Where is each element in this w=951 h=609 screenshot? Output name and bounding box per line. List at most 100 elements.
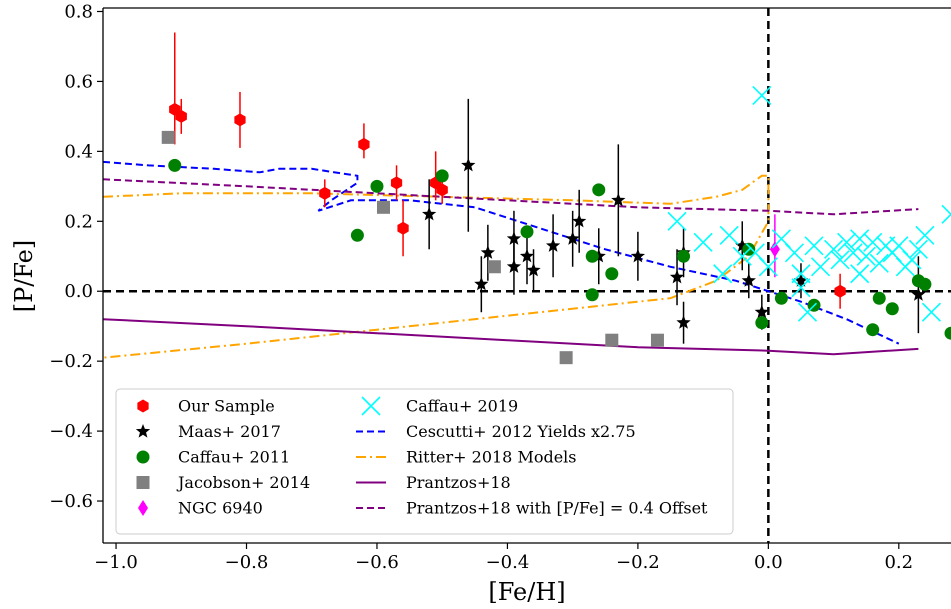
point-caffau-2011: [677, 249, 691, 263]
point-jacobson-2014: [559, 351, 573, 365]
legend-swatch-caffau-2019: [361, 396, 381, 416]
point-maas-2017: [741, 273, 756, 287]
y-tick-label: −0.6: [49, 491, 93, 512]
y-axis-title: [P/Fe]: [10, 240, 38, 313]
point-caffau-2019: [784, 243, 805, 263]
point-caffau-2019: [810, 257, 831, 277]
legend-box: [115, 388, 734, 535]
point-our-sample: [319, 186, 331, 200]
point-jacobson-2014: [487, 260, 501, 274]
legend-label-our-sample: Our Sample: [178, 397, 275, 416]
point-jacobson-2014: [605, 333, 619, 347]
point-caffau-2011: [885, 302, 899, 316]
point-caffau-2019: [804, 236, 824, 256]
point-maas-2017: [630, 248, 646, 263]
point-caffau-2011: [435, 169, 449, 183]
point-maas-2017: [611, 192, 626, 207]
point-caffau-2011: [872, 291, 886, 305]
x-tick-label: −0.6: [355, 552, 399, 573]
point-caffau-2019: [863, 232, 883, 252]
y-tick-label: 0.0: [64, 281, 93, 302]
point-jacobson-2014: [376, 200, 390, 214]
point-ngc-6940: [769, 241, 780, 258]
y-tick-label: 0.8: [64, 1, 93, 22]
point-caffau-2019: [824, 239, 844, 259]
point-maas-2017: [572, 213, 587, 228]
point-maas-2017: [422, 206, 437, 221]
point-caffau-2019: [921, 302, 941, 322]
y-axis-ticks: 0.8 0.6 0.4 0.2 0.0 −0.2 −0.4 −0.6: [49, 1, 103, 512]
x-tick-label: 0.0: [754, 552, 783, 573]
point-caffau-2019: [850, 229, 870, 249]
point-caffau-2011: [944, 326, 951, 340]
point-caffau-2019: [908, 239, 928, 259]
point-maas-2017: [461, 157, 476, 172]
point-maas-2017: [793, 273, 809, 287]
point-caffau-2019: [797, 302, 818, 322]
legend-label-jacobson-2014: Jacobson+ 2014: [176, 473, 310, 492]
legend-label-caffau-2011: Caffau+ 2011: [178, 448, 290, 467]
point-caffau-2011: [585, 288, 599, 302]
point-maas-2017: [545, 238, 561, 252]
point-maas-2017: [591, 248, 606, 263]
point-caffau-2019: [902, 250, 922, 270]
legend-label-maas-2017: Maas+ 2017: [178, 422, 281, 441]
point-caffau-2019: [713, 264, 733, 284]
point-caffau-2011: [866, 323, 880, 337]
point-caffau-2019: [752, 85, 772, 105]
legend-label-ritter-2018-models: Ritter+ 2018 Models: [406, 448, 577, 467]
point-caffau-2011: [774, 291, 788, 305]
point-caffau-2019: [667, 211, 687, 231]
point-maas-2017: [519, 248, 535, 263]
y-tick-label: 0.6: [64, 71, 93, 92]
point-our-sample: [436, 183, 448, 197]
point-caffau-2019: [719, 225, 739, 245]
legend-label-prantzos-18: Prantzos+18: [406, 473, 511, 492]
point-jacobson-2014: [161, 130, 175, 144]
model-line-prantzos-18: [103, 318, 919, 356]
point-our-sample: [834, 284, 846, 298]
point-maas-2017: [676, 315, 691, 329]
point-caffau-2019: [915, 225, 935, 245]
legend-swatch-ngc-6940: [138, 500, 148, 516]
point-caffau-2011: [755, 316, 769, 330]
x-axis-ticks: −1.0 −0.8 −0.6 −0.4 −0.2 0.0 0.2: [94, 543, 913, 573]
point-caffau-2019: [732, 246, 752, 266]
point-maas-2017: [565, 231, 580, 245]
model-line-prantzos-18-with-p-fe-0-4-offset: [103, 178, 919, 216]
model-lines: [103, 160, 919, 359]
plot-area: [103, 8, 951, 543]
legend-swatch-maas-2017: [135, 424, 151, 438]
legend: Our Sample Maas+ 2017 Caffau+ 2011 Jacobson…: [115, 388, 734, 535]
point-caffau-2019: [791, 264, 811, 284]
y-tick-label: 0.2: [64, 211, 93, 232]
point-maas-2017: [669, 269, 685, 284]
x-tick-label: −0.2: [616, 552, 660, 573]
legend-label-caffau-2019: Caffau+ 2019: [406, 397, 518, 416]
legend-swatch-caffau-2011: [136, 450, 150, 464]
x-tick-label: −0.4: [486, 552, 530, 573]
y-tick-label: −0.2: [49, 351, 93, 372]
point-caffau-2019: [869, 253, 889, 273]
point-caffau-2011: [370, 179, 384, 193]
point-caffau-2019: [758, 257, 778, 277]
point-caffau-2019: [856, 246, 876, 266]
point-jacobson-2014: [650, 333, 664, 347]
point-caffau-2011: [605, 267, 619, 281]
point-maas-2017: [526, 262, 541, 277]
point-our-sample: [234, 113, 246, 127]
point-caffau-2011: [350, 228, 364, 242]
x-axis-title: [Fe/H]: [488, 578, 565, 606]
point-our-sample: [390, 176, 403, 190]
point-maas-2017: [735, 238, 750, 252]
point-maas-2017: [754, 304, 769, 319]
reference-lines: [103, 8, 951, 543]
point-caffau-2019: [843, 243, 863, 263]
y-tick-label: −0.4: [49, 421, 93, 442]
point-caffau-2011: [585, 249, 599, 263]
legend-label-ngc-6940: NGC 6940: [178, 499, 263, 518]
point-caffau-2011: [918, 277, 932, 291]
point-maas-2017: [506, 231, 522, 245]
model-line-cescutti-2012-yields-x2-75: [103, 160, 900, 345]
